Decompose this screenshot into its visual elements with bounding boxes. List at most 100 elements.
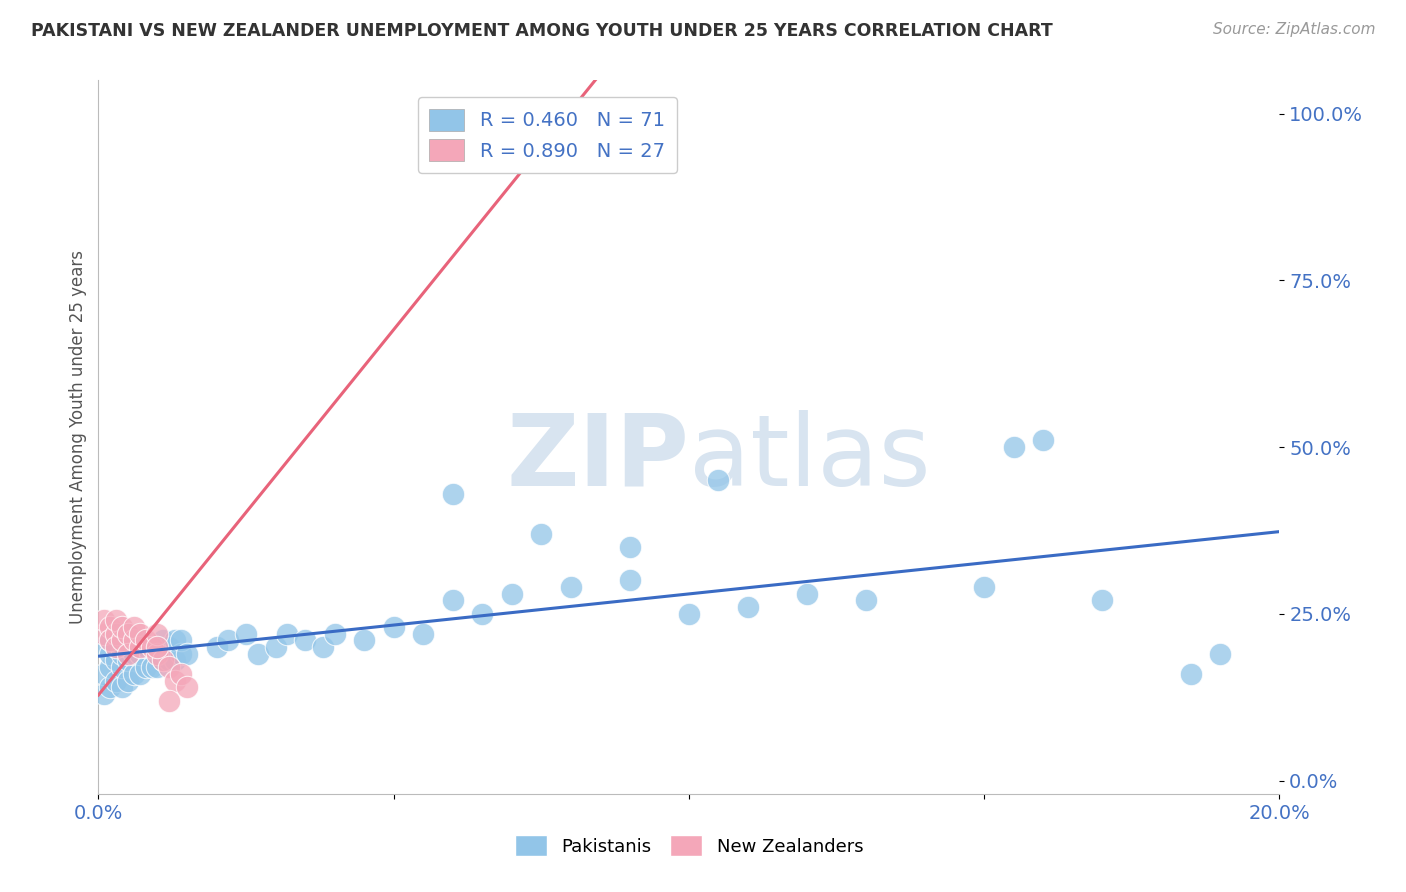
Point <box>98 633 121 648</box>
Point <box>117 647 139 661</box>
Point <box>117 673 139 688</box>
Point <box>152 653 174 667</box>
Point <box>128 633 150 648</box>
Point <box>135 640 157 655</box>
Point <box>1180 666 1202 681</box>
Point <box>412 627 434 641</box>
Point <box>246 647 269 661</box>
Point <box>122 666 145 681</box>
Point <box>146 660 169 674</box>
Point <box>323 627 346 641</box>
Point <box>1002 440 1025 454</box>
Point <box>122 620 145 634</box>
Point <box>560 580 582 594</box>
Point <box>105 627 128 641</box>
Point <box>93 627 115 641</box>
Point <box>157 693 180 707</box>
Point <box>111 633 134 648</box>
Point <box>122 633 145 648</box>
Point <box>105 673 128 688</box>
Point <box>128 640 150 655</box>
Point <box>117 640 139 655</box>
Point <box>128 647 150 661</box>
Text: ZIP: ZIP <box>506 410 689 507</box>
Point <box>707 474 730 488</box>
Point <box>235 627 257 641</box>
Point <box>98 647 121 661</box>
Point <box>471 127 494 141</box>
Point <box>157 653 180 667</box>
Point <box>276 627 298 641</box>
Point <box>855 593 877 607</box>
Point <box>382 620 405 634</box>
Point <box>176 680 198 694</box>
Text: PAKISTANI VS NEW ZEALANDER UNEMPLOYMENT AMONG YOUTH UNDER 25 YEARS CORRELATION C: PAKISTANI VS NEW ZEALANDER UNEMPLOYMENT … <box>31 22 1053 40</box>
Point <box>128 666 150 681</box>
Point <box>141 660 163 674</box>
Point <box>152 653 174 667</box>
Point <box>98 680 121 694</box>
Point <box>441 593 464 607</box>
Text: atlas: atlas <box>689 410 931 507</box>
Point <box>98 660 121 674</box>
Point <box>152 633 174 648</box>
Point <box>146 627 169 641</box>
Point <box>619 540 641 554</box>
Point <box>117 653 139 667</box>
Point <box>122 633 145 648</box>
Point <box>122 647 145 661</box>
Point <box>111 680 134 694</box>
Point <box>141 640 163 655</box>
Point <box>165 653 187 667</box>
Point <box>117 627 139 641</box>
Point <box>111 647 134 661</box>
Y-axis label: Unemployment Among Youth under 25 years: Unemployment Among Youth under 25 years <box>69 250 87 624</box>
Point <box>128 627 150 641</box>
Point <box>146 640 169 655</box>
Point <box>530 526 553 541</box>
Point <box>105 653 128 667</box>
Text: Source: ZipAtlas.com: Source: ZipAtlas.com <box>1212 22 1375 37</box>
Point <box>973 580 995 594</box>
Point <box>678 607 700 621</box>
Point <box>737 600 759 615</box>
Point <box>135 660 157 674</box>
Point <box>205 640 228 655</box>
Point <box>93 666 115 681</box>
Point <box>146 647 169 661</box>
Point <box>93 687 115 701</box>
Point <box>294 633 316 648</box>
Point <box>157 640 180 655</box>
Point <box>105 640 128 655</box>
Point <box>170 666 193 681</box>
Point <box>135 633 157 648</box>
Point <box>1032 434 1054 448</box>
Point <box>170 647 193 661</box>
Point <box>796 587 818 601</box>
Point <box>105 640 128 655</box>
Point <box>165 673 187 688</box>
Point <box>264 640 287 655</box>
Point <box>619 574 641 588</box>
Point <box>111 620 134 634</box>
Point <box>111 627 134 641</box>
Point <box>353 633 375 648</box>
Point <box>217 633 239 648</box>
Point <box>111 660 134 674</box>
Point <box>98 620 121 634</box>
Point <box>501 587 523 601</box>
Point <box>157 660 180 674</box>
Point <box>93 614 115 628</box>
Point <box>1091 593 1114 607</box>
Point <box>165 633 187 648</box>
Point <box>312 640 335 655</box>
Point <box>98 633 121 648</box>
Point <box>441 487 464 501</box>
Point <box>1209 647 1232 661</box>
Point <box>93 640 115 655</box>
Point <box>146 640 169 655</box>
Legend: Pakistanis, New Zealanders: Pakistanis, New Zealanders <box>508 828 870 863</box>
Point <box>105 627 128 641</box>
Point <box>105 614 128 628</box>
Point <box>170 633 193 648</box>
